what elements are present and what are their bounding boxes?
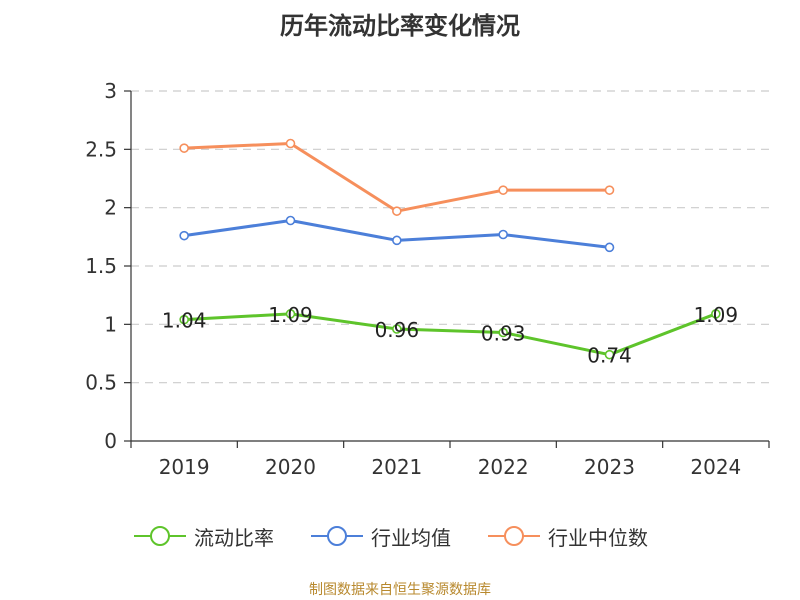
- x-tick-label: 2021: [371, 455, 422, 479]
- axes: 0 0.5 1 1.5 2 2.5 3 2019 2020 2021 2022 2023 2024: [85, 79, 770, 479]
- data-label: 1.09: [268, 303, 313, 327]
- data-label: 0.93: [481, 322, 526, 346]
- y-tick-label: 1.5: [85, 254, 117, 278]
- legend-item[interactable]: 流动比率: [134, 518, 274, 554]
- x-tick-label: 2020: [265, 455, 316, 479]
- data-point[interactable]: [498, 327, 508, 338]
- chart-title: 历年流动比率变化情况: [280, 12, 520, 40]
- y-tick-label: 2: [104, 196, 117, 220]
- series-lines: [179, 138, 721, 360]
- series-line: [184, 142, 610, 213]
- legend-marker-icon: [311, 526, 363, 546]
- legend-label: 行业均值: [371, 525, 451, 550]
- y-tick-label: 0: [104, 429, 117, 453]
- data-point[interactable]: [498, 185, 508, 195]
- data-label: 0.96: [375, 318, 420, 342]
- data-point[interactable]: [392, 206, 402, 216]
- legend-marker-icon: [134, 526, 186, 546]
- legend-item[interactable]: 行业均值: [311, 518, 451, 554]
- y-tick-label: 1: [104, 312, 117, 336]
- data-point[interactable]: [285, 309, 296, 319]
- x-tick-label: 2024: [690, 455, 741, 479]
- data-point[interactable]: [498, 229, 508, 240]
- legend-item[interactable]: 行业中位数: [488, 518, 648, 554]
- data-point[interactable]: [711, 309, 721, 319]
- y-tick-label: 3: [104, 79, 117, 103]
- y-tick-label: 0.5: [85, 371, 117, 395]
- legend-marker-icon: [488, 526, 540, 546]
- legend-label: 流动比率: [194, 525, 274, 550]
- x-tick-label: 2019: [159, 455, 210, 479]
- y-tick-label: 2.5: [85, 137, 117, 161]
- legend-label: 行业中位数: [548, 525, 648, 550]
- data-label: 1.04: [162, 309, 207, 333]
- data-point[interactable]: [604, 349, 615, 360]
- data-point[interactable]: [179, 143, 189, 153]
- data-point[interactable]: [179, 230, 189, 241]
- data-point[interactable]: [392, 235, 402, 246]
- data-point[interactable]: [604, 242, 615, 253]
- x-tick-label: 2023: [584, 455, 635, 479]
- legend: 流动比率 行业均值 行业中位数: [0, 518, 800, 554]
- data-label: 1.09: [694, 303, 739, 327]
- data-point[interactable]: [285, 215, 296, 226]
- data-point[interactable]: [285, 138, 296, 149]
- data-labels: 1.04 1.09 0.96 0.93 0.74 1.09: [162, 303, 738, 368]
- data-point[interactable]: [604, 185, 615, 195]
- data-point[interactable]: [179, 314, 189, 325]
- x-tick-label: 2022: [478, 455, 529, 479]
- data-label: 0.74: [587, 344, 632, 368]
- source-note: 制图数据来自恒生聚源数据库: [309, 582, 491, 598]
- series-line: [184, 312, 717, 357]
- data-point[interactable]: [392, 324, 402, 334]
